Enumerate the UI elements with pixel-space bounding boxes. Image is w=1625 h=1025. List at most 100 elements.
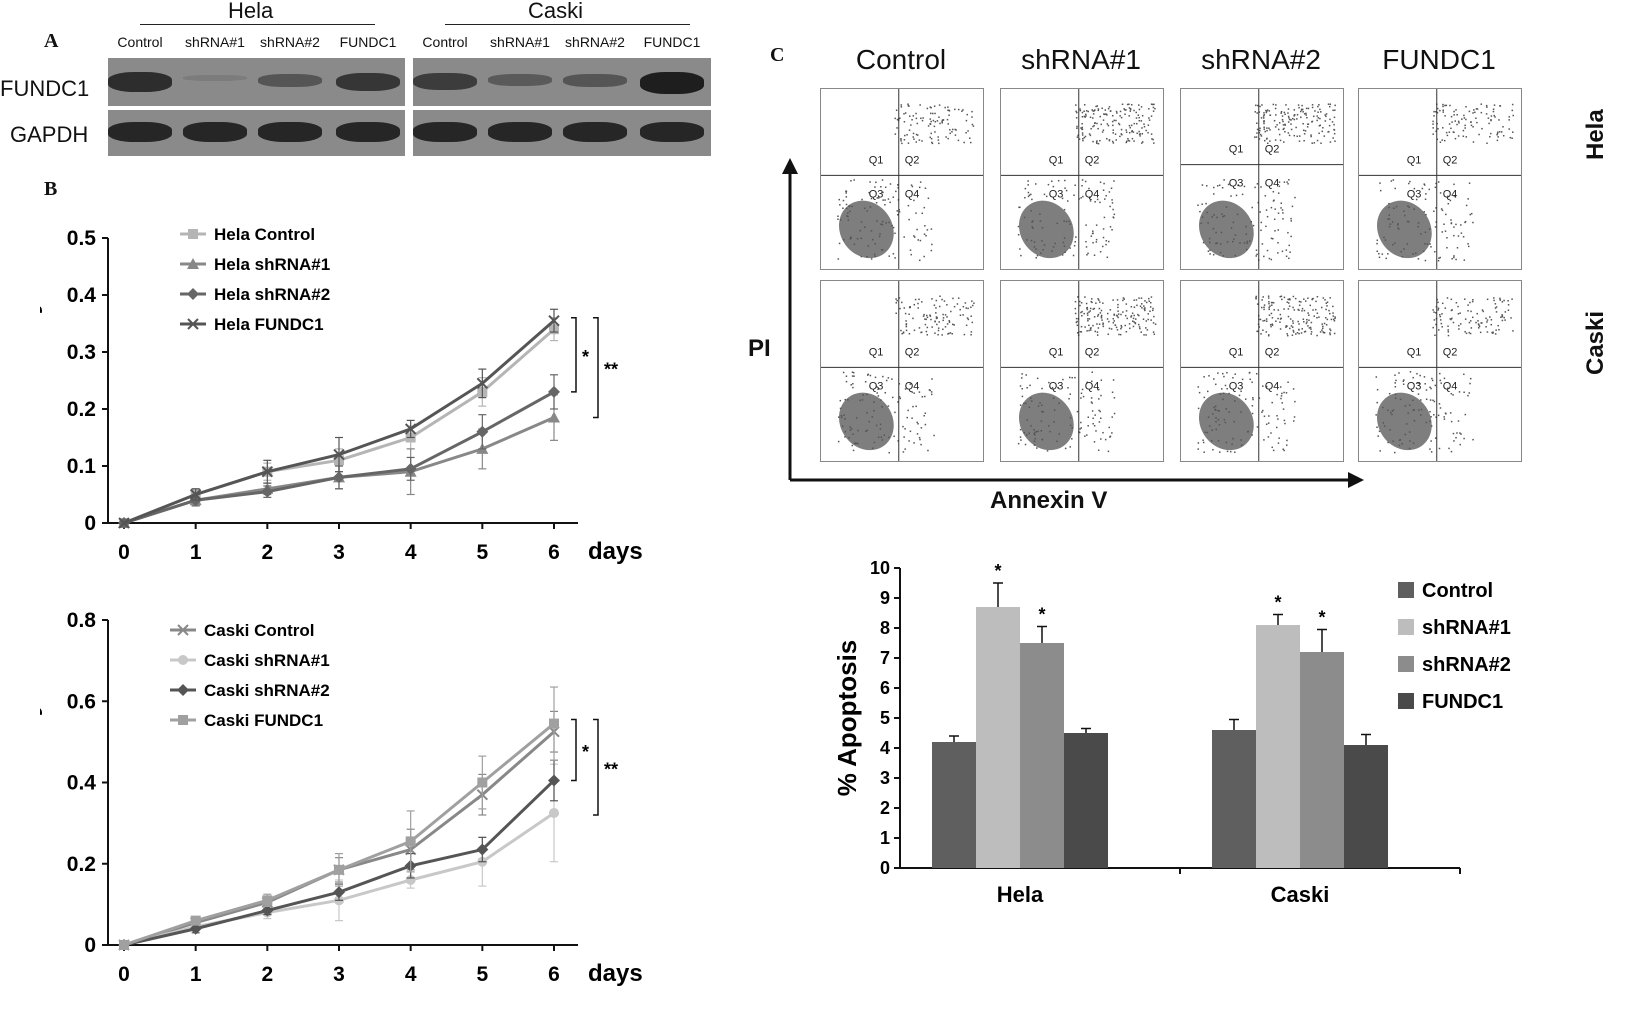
lane-label: shRNA#1 [185, 34, 245, 50]
significance-mark: * [582, 742, 589, 762]
x-tick-label: 4 [405, 541, 417, 564]
lane-label: shRNA#2 [260, 34, 320, 50]
scatter-dots [837, 103, 975, 262]
data-point [187, 288, 199, 300]
bar [1300, 652, 1344, 868]
x-tick-label: 5 [476, 963, 488, 986]
y-tick-label: 0 [84, 934, 96, 957]
y-tick-label: 10 [870, 560, 890, 578]
category-label: Hela [997, 882, 1044, 907]
quadrant-label: Q4 [1085, 188, 1100, 200]
y-tick-label: 0.8 [67, 609, 97, 632]
band-gapdh [336, 122, 400, 142]
quadrant-label: Q3 [1049, 188, 1064, 200]
legend-swatch [1398, 656, 1414, 672]
data-point [476, 377, 489, 390]
band-gapdh [183, 122, 247, 142]
y-tick-label: 0.2 [67, 398, 96, 421]
significance-mark: ** [604, 360, 618, 380]
quadrant-label: Q3 [1049, 380, 1064, 392]
significance-bracket [571, 317, 577, 393]
band-fundc1 [413, 72, 477, 91]
y-tick-label: 5 [880, 708, 890, 728]
y-axis-label: Cell viability [40, 298, 42, 462]
y-tick-label: 6 [880, 678, 890, 698]
data-point [404, 462, 417, 475]
significance-bracket [593, 718, 599, 816]
quadrant-label: Q1 [1407, 346, 1422, 358]
bar [1064, 733, 1108, 868]
y-axis-label: % Apoptosis [832, 640, 862, 796]
significance-bracket [571, 718, 577, 782]
cell-population [1376, 392, 1432, 451]
quadrant-label: Q2 [1443, 154, 1458, 166]
y-tick-label: 0 [84, 512, 96, 535]
series [118, 308, 560, 529]
legend-label: Caski FUNDC1 [204, 711, 323, 730]
significance-mark: ** [604, 759, 618, 779]
x-tick-label: 1 [190, 963, 202, 986]
facs-plot: Q1 Q2 Q3 Q4 [1180, 280, 1344, 462]
facs-plot: Q1 Q2 Q3 Q4 [1358, 280, 1522, 462]
facs-row-label-hela: Hela [1582, 109, 1609, 160]
x-tick-label: 1 [190, 541, 202, 564]
data-point [477, 777, 488, 788]
quadrant-label: Q1 [1229, 346, 1244, 358]
scatter-dots [837, 295, 975, 454]
scatter-dots [1197, 103, 1336, 261]
quadrant-label: Q3 [1229, 380, 1244, 392]
quadrant-label: Q2 [905, 346, 920, 358]
bar [1212, 730, 1256, 868]
data-point [548, 385, 560, 398]
data-point [178, 715, 188, 725]
legend-label: Hela shRNA#1 [214, 255, 330, 274]
series [119, 686, 559, 950]
x-tick-label: 6 [548, 541, 560, 564]
bar [1344, 745, 1388, 868]
x-tick-label: 4 [405, 963, 417, 986]
data-point [405, 836, 416, 847]
data-point [119, 940, 129, 950]
blot-row-label-fundc1: FUNDC1 [0, 76, 90, 101]
facs-plot: Q1 Q2 Q3 Q4 [1180, 88, 1344, 270]
cell-population [1376, 200, 1432, 259]
caski-viability-chart: 0 0.2 0.4 0.6 0.8 0 1 2 3 4 5 6 days Cell viability Ca… [40, 609, 643, 987]
series-line [123, 319, 555, 525]
significance-mark: * [1038, 605, 1045, 625]
data-point [476, 425, 489, 438]
quadrant-label: Q4 [1085, 380, 1100, 392]
y-tick-label: 0.4 [67, 772, 97, 795]
data-point [476, 843, 489, 856]
data-point [188, 229, 198, 239]
x-tick-label: 2 [261, 963, 273, 986]
data-point [118, 517, 130, 529]
data-point [333, 471, 345, 484]
bar [1256, 625, 1300, 868]
x-tick-label: 0 [118, 963, 130, 986]
legend-label: Caski Control [204, 621, 315, 640]
quadrant-label: Q4 [905, 188, 920, 200]
series [119, 317, 559, 528]
facs-plot: Q1 Q2 Q3 Q4 [1000, 88, 1164, 270]
quadrant-label: Q2 [905, 154, 920, 166]
panel-c-letter: C [770, 44, 785, 66]
y-tick-label: 0.6 [67, 690, 96, 713]
data-point [178, 655, 188, 665]
lane-label: Control [117, 34, 163, 50]
caski-group-label: Caski [528, 0, 584, 23]
data-point [333, 886, 345, 899]
facs-axes-arrows [782, 158, 1364, 488]
x-tick-label: 5 [476, 541, 488, 564]
data-point [549, 718, 559, 729]
y-tick-label: 0.4 [67, 284, 97, 307]
x-tick-label: 3 [333, 963, 345, 986]
scatter-dots [1017, 296, 1157, 453]
legend-label: shRNA#2 [1422, 654, 1511, 676]
quadrant-label: Q4 [1265, 380, 1280, 392]
facs-plot: Q1 Q2 Q3 Q4 [820, 280, 984, 462]
quadrant-label: Q2 [1443, 346, 1458, 358]
data-point [261, 904, 274, 917]
legend-label: Hela FUNDC1 [214, 315, 324, 334]
lane-label: FUNDC1 [643, 34, 701, 50]
band-fundc1 [640, 72, 704, 94]
